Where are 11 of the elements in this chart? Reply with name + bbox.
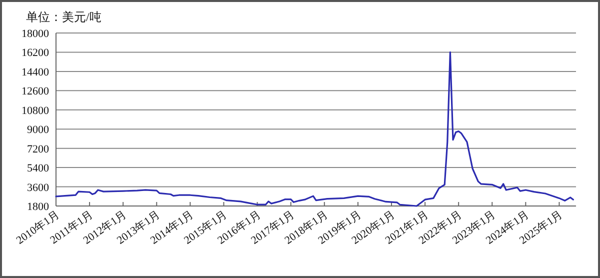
- y-tick-label: 3600: [27, 182, 50, 194]
- y-tick-label: 9000: [27, 124, 50, 136]
- y-tick-label: 18000: [22, 28, 50, 40]
- y-tick-label: 12600: [22, 86, 50, 98]
- y-tick-label: 14400: [22, 66, 50, 78]
- y-tick-label: 16200: [22, 47, 50, 60]
- y-tick-label: 1800: [27, 201, 50, 213]
- y-axis-title: 单位：美元/吨: [26, 10, 102, 24]
- y-tick-label: 7200: [27, 143, 50, 156]
- y-tick-label: 5400: [27, 162, 50, 175]
- y-tick-label: 10800: [22, 104, 50, 117]
